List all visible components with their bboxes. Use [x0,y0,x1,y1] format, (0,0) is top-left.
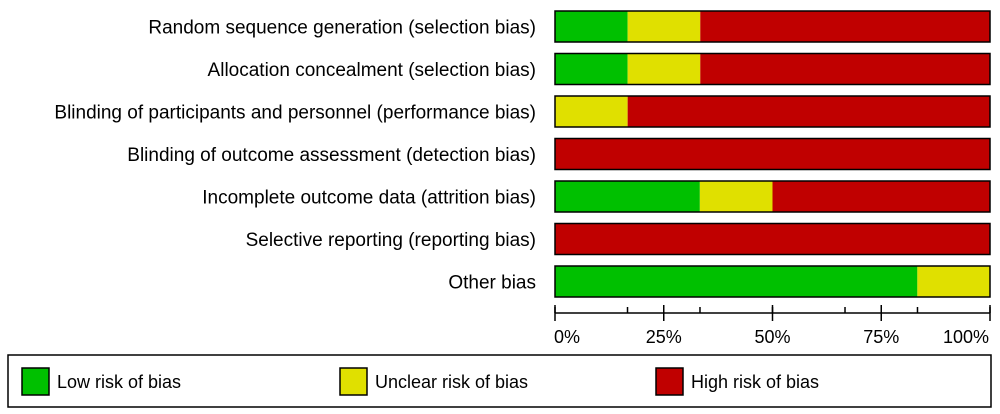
legend-swatch [655,367,684,396]
legend-label: Low risk of bias [57,372,181,392]
bar-segment-low [555,266,918,297]
bar-segment-low [555,11,628,42]
bar-segment-unclear [627,11,701,42]
bar-outline [554,222,991,256]
bar-segment-unclear [627,53,701,85]
bar-outline [554,95,991,128]
legend: Low risk of bias Unclear risk of bias High… [7,354,992,408]
bar-outline [554,265,991,298]
category-label: Blinding of outcome assessment (detectio… [127,145,536,166]
bar-segment-high [555,138,990,170]
legend-swatch [21,367,50,396]
bar-segment-high [627,96,990,127]
category-label: Allocation concealment (selection bias) [208,60,536,81]
bar-segment-unclear [699,181,773,212]
category-label: Random sequence generation (selection bi… [148,18,536,39]
bar-segment-low [555,181,700,212]
bar-segment-high [700,53,990,85]
category-label: Selective reporting (reporting bias) [246,230,536,251]
x-tick-label: 25% [646,327,682,347]
category-label: Incomplete outcome data (attrition bias) [202,188,536,209]
category-label: Other bias [448,273,536,294]
bar-segment-unclear [555,96,628,127]
x-tick-label: 0% [554,327,580,347]
bar-outline [554,10,991,43]
legend-swatch [339,367,368,396]
legend-label: High risk of bias [691,372,819,392]
category-label: Blinding of participants and personnel (… [54,103,536,124]
bar-segment-high [772,181,990,212]
bar-outline [554,180,991,213]
x-tick-label: 100% [943,327,989,347]
legend-box [7,354,992,408]
bar-segment-low [555,53,628,85]
x-tick-label: 50% [754,327,790,347]
bar-segment-unclear [917,266,990,297]
legend-label: Unclear risk of bias [375,372,528,392]
bars-group: Random sequence generation (selection bi… [54,10,991,298]
bar-segment-high [555,223,990,255]
bar-segment-high [700,11,990,42]
x-tick-label: 75% [863,327,899,347]
bar-outline [554,137,991,171]
bar-outline [554,52,991,86]
x-axis: 0% 25% 50% 75% 100% [554,305,991,347]
